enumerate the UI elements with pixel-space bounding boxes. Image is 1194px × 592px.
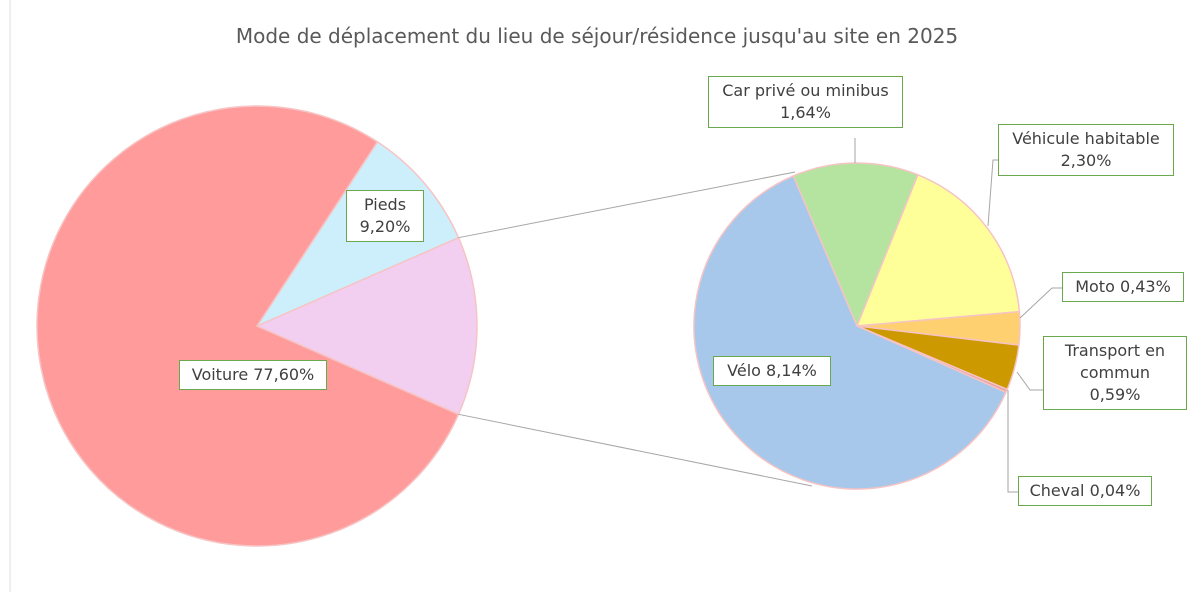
leader-line [987,159,998,227]
label-value: 77,60% [253,365,315,384]
pie-slice [855,173,1021,327]
chart-title: Mode de déplacement du lieu de séjour/ré… [235,24,959,48]
label-value: 8,14% [766,361,817,380]
pie-slice-other [255,236,478,416]
pie-slice [693,174,1007,490]
label-name: Moto [1075,277,1115,296]
leader-line [1016,371,1043,391]
data-label: Voiture 77,60% [179,360,327,390]
leader-line [1019,287,1062,319]
data-label: Pieds 9,20% [346,190,424,242]
label-name: Transport en commun [1064,341,1166,382]
label-name: Véhicule habitable [1012,129,1160,148]
pie-slice [36,105,460,547]
label-value: 2,30% [1060,151,1112,170]
label-value: 0,43% [1119,277,1171,296]
label-name: Vélo [727,361,761,380]
label-value: 9,20% [359,217,411,236]
label-name: Pieds [363,195,407,214]
data-label: Car privé ou minibus 1,64% [708,76,903,128]
data-label: Véhicule habitable 2,30% [998,124,1174,176]
data-label: Cheval 0,04% [1018,476,1152,506]
label-name: Voiture [191,365,249,384]
label-name: Cheval [1029,481,1085,500]
data-label: Transport en commun 0,59% [1043,336,1187,410]
data-label: Vélo 8,14% [713,356,831,386]
connector [458,413,813,487]
label-value: 0,04% [1089,481,1141,500]
leader-line [1007,390,1018,493]
label-value: 0,59% [1089,385,1141,404]
label-value: 1,64% [780,103,831,122]
data-label: Moto 0,43% [1062,272,1184,302]
label-name: Car privé ou minibus [722,81,889,100]
pie-slice [792,162,919,328]
connector [458,171,796,239]
